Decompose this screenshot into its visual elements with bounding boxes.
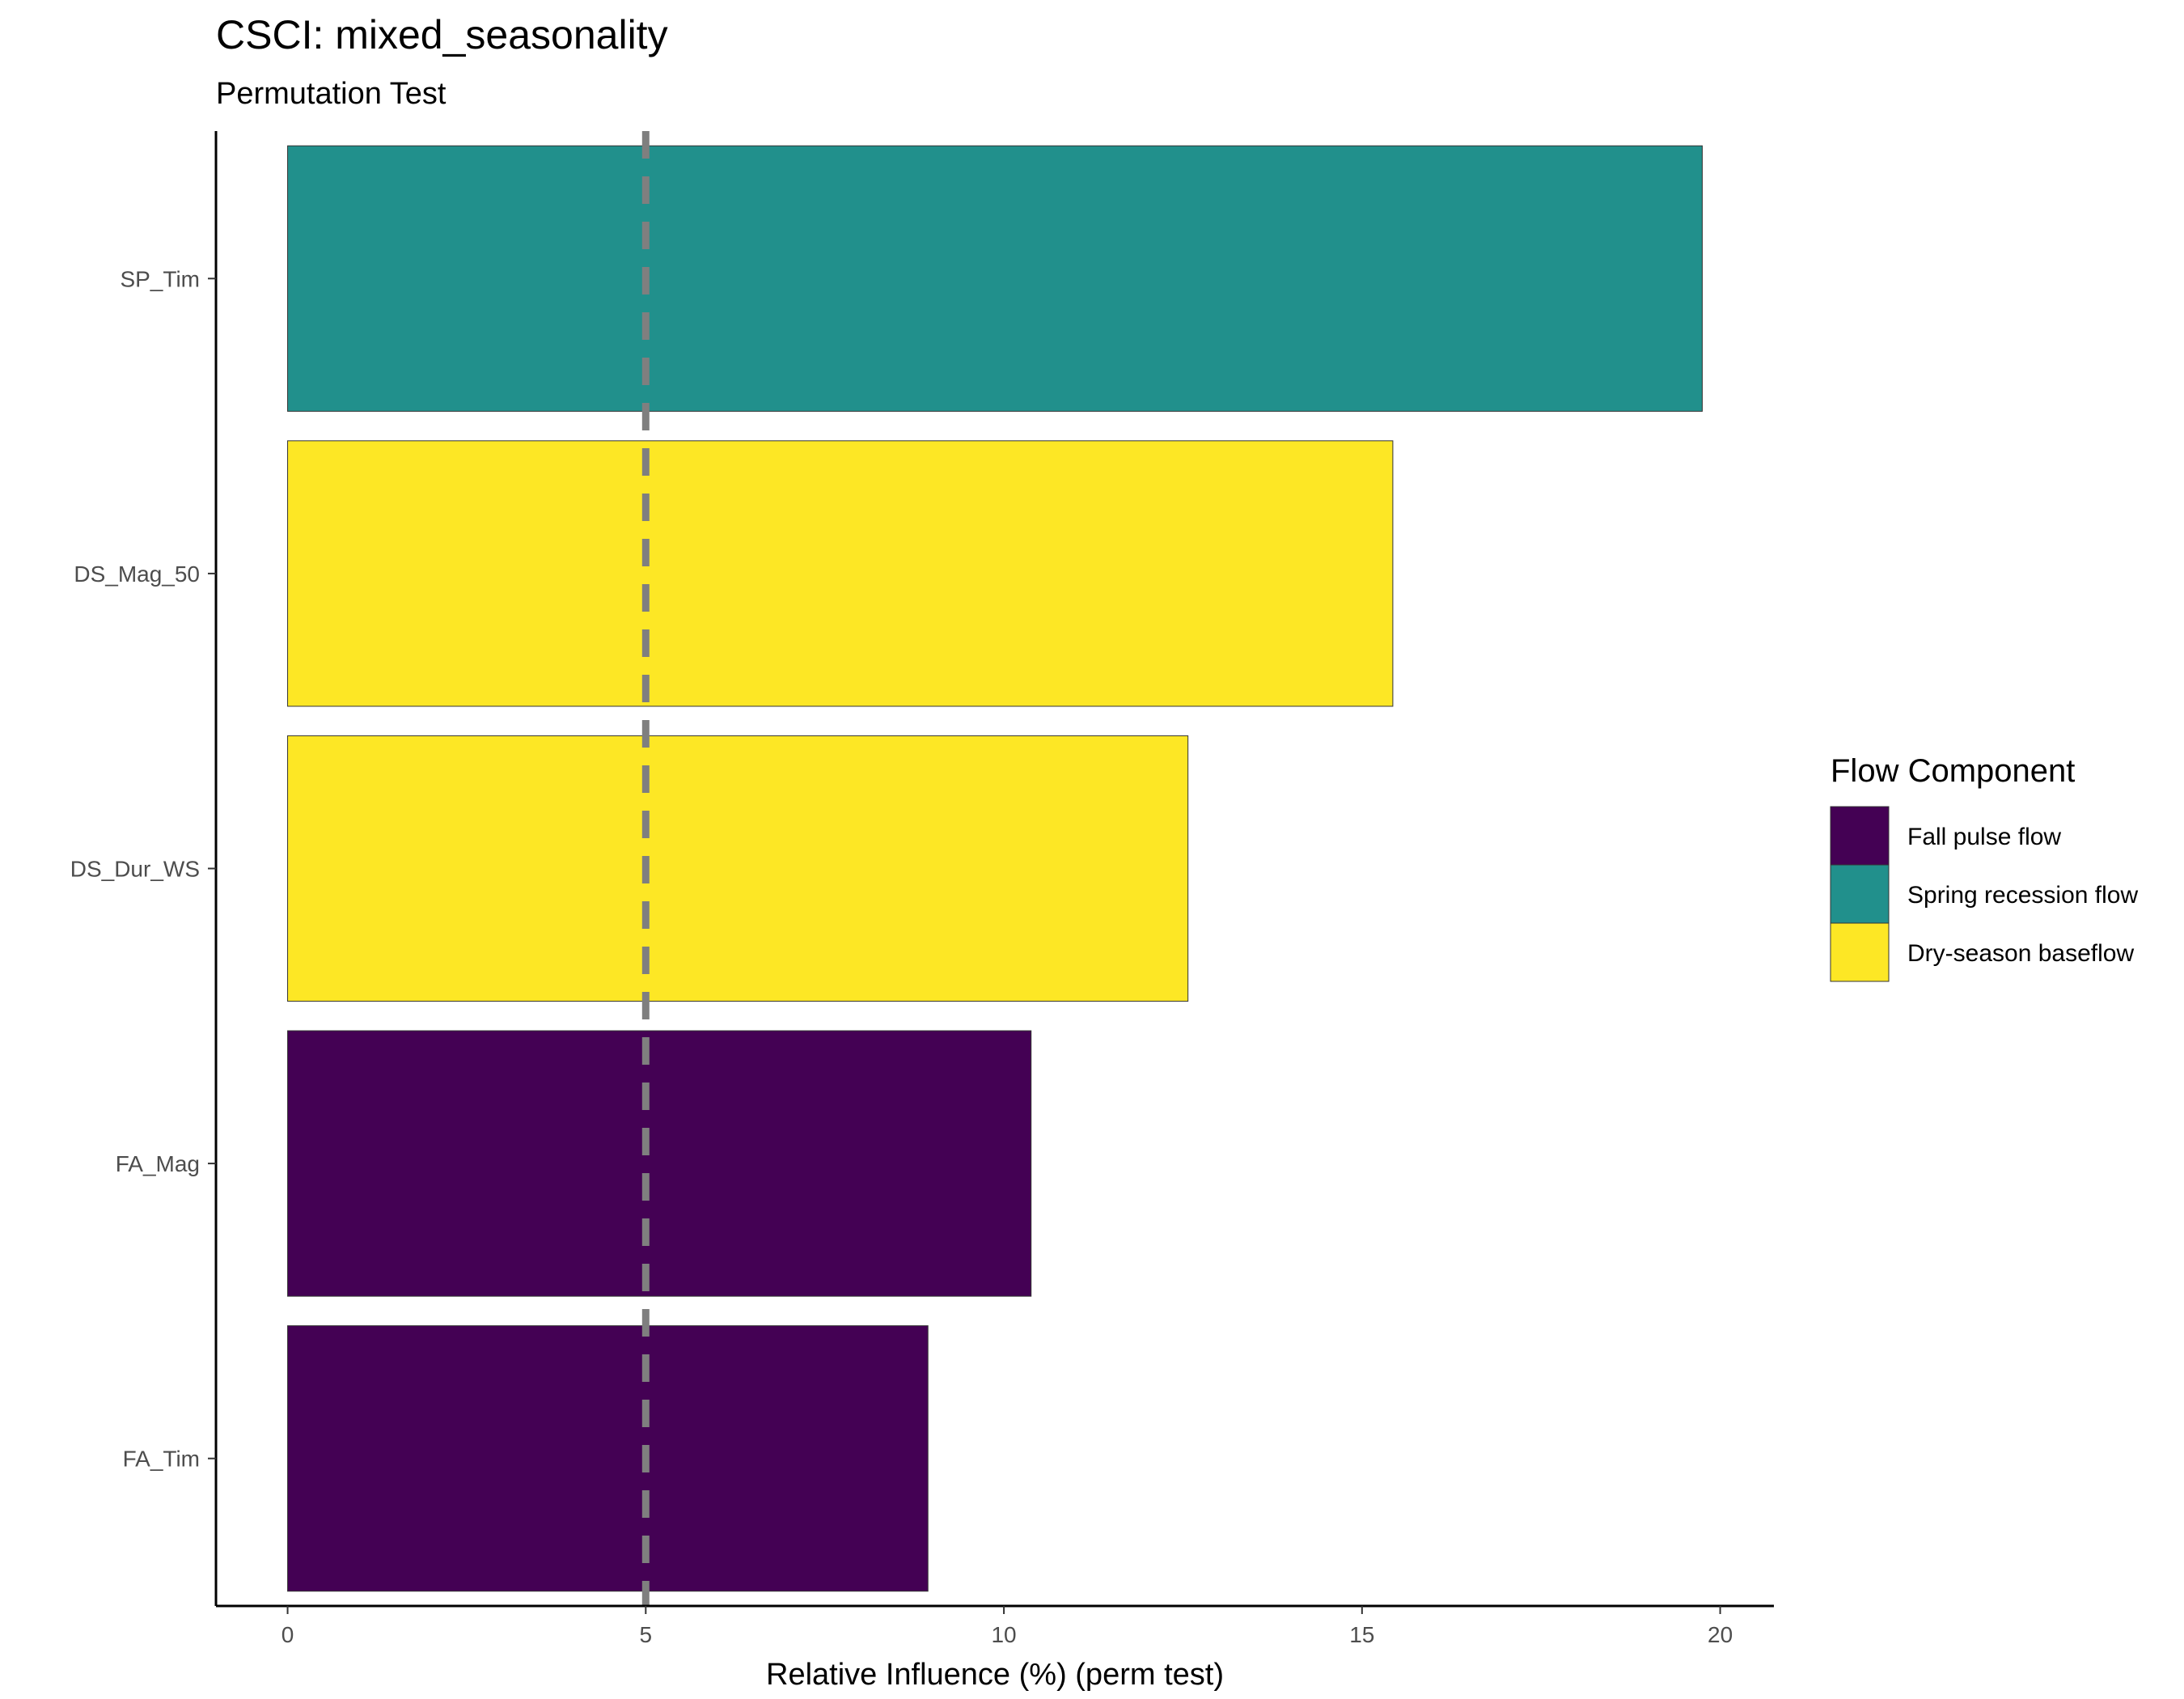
legend-swatch: [1830, 864, 1890, 924]
chart-title: CSCI: mixed_seasonality: [216, 12, 668, 57]
y-tick-label: DS_Mag_50: [74, 561, 200, 587]
legend-swatch: [1830, 922, 1890, 982]
chart-subtitle: Permutation Test: [216, 77, 447, 111]
y-tick-label: DS_Dur_WS: [70, 857, 200, 882]
bars-layer: [287, 145, 1703, 1592]
legend: Flow Component Fall pulse flow Spring rec…: [1830, 753, 2138, 982]
legend-swatch: [1830, 806, 1890, 866]
bar-fa-mag: [287, 1030, 1032, 1297]
bar-fa-tim: [287, 1325, 929, 1592]
legend-label: Fall pulse flow: [1907, 824, 2061, 850]
y-tick-label: FA_Tim: [123, 1447, 200, 1472]
x-tick-label: 0: [281, 1622, 294, 1647]
bar-sp-tim: [287, 145, 1703, 412]
legend-label: Spring recession flow: [1907, 882, 2138, 909]
y-ticks-layer: SP_Tim DS_Mag_50 DS_Dur_WS FA_Mag FA_Tim: [70, 266, 216, 1472]
y-tick-label: FA_Mag: [116, 1151, 200, 1176]
x-tick-label: 10: [991, 1622, 1016, 1647]
x-tick-label: 5: [640, 1622, 653, 1647]
legend-items: Fall pulse flow Spring recession flow Dry-…: [1830, 806, 2138, 982]
bar-ds-dur-ws: [287, 735, 1189, 1002]
y-tick-label: SP_Tim: [120, 266, 200, 291]
legend-title: Flow Component: [1831, 753, 2075, 789]
x-tick-label: 15: [1349, 1622, 1374, 1647]
bar-ds-mag-50: [287, 440, 1394, 707]
x-tick-label: 20: [1708, 1622, 1733, 1647]
x-axis-title: Relative Influence (%) (perm test): [766, 1658, 1224, 1692]
legend-label: Dry-season baseflow: [1907, 940, 2134, 967]
x-ticks-layer: 0 5 10 15 20: [281, 1606, 1733, 1647]
